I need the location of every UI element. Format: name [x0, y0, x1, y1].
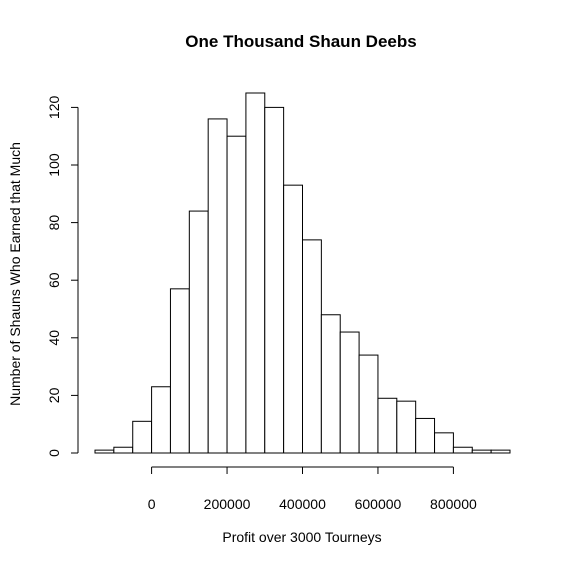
y-tick-label-3: 60: [46, 272, 62, 288]
histogram-bar-8: [245, 92, 266, 454]
histogram-bar-2: [132, 420, 153, 454]
histogram-bar-9: [264, 106, 285, 454]
y-tick-label-2: 40: [46, 330, 62, 346]
y-tick-label-5: 100: [46, 153, 62, 177]
histogram-bar-13: [339, 331, 360, 454]
y-tick-label-4: 80: [46, 215, 62, 231]
histogram-bar-11: [302, 239, 322, 454]
histogram-bar-4: [169, 288, 190, 454]
x-tick-label-1: 200000: [204, 496, 251, 512]
chart-title: One Thousand Shaun Deebs: [185, 32, 416, 51]
histogram-bar-10: [283, 184, 304, 454]
histogram-bar-15: [377, 397, 398, 454]
x-tick-label-2: 400000: [279, 496, 326, 512]
x-axis: 0 200000 400000 600000 800000: [148, 466, 477, 512]
histogram-bar-21: [490, 449, 511, 454]
histogram-bar-6: [207, 118, 228, 454]
histogram-bar-0: [94, 449, 115, 454]
histogram-bar-7: [226, 135, 247, 454]
histogram-bar-16: [396, 400, 417, 454]
histogram-bars: [94, 92, 511, 454]
histogram-bar-3: [151, 386, 171, 454]
histogram-bar-14: [358, 354, 379, 454]
x-axis-label: Profit over 3000 Tourneys: [222, 529, 381, 545]
histogram-bar-5: [188, 210, 209, 454]
histogram-bar-12: [320, 314, 341, 454]
x-tick-label-0: 0: [148, 496, 156, 512]
y-axis: 0 20 40 60 80 100 120: [46, 96, 79, 457]
x-tick-label-4: 800000: [430, 496, 477, 512]
histogram-bar-1: [113, 446, 134, 454]
y-tick-label-0: 0: [46, 449, 62, 457]
y-axis-label: Number of Shauns Who Earned that Much: [7, 142, 23, 406]
y-tick-label-6: 120: [46, 96, 62, 120]
histogram-bar-20: [471, 449, 492, 454]
histogram-bar-17: [415, 417, 436, 454]
histogram-bar-19: [452, 446, 473, 454]
histogram-bar-18: [434, 432, 454, 454]
y-tick-label-1: 20: [46, 387, 62, 403]
x-tick-label-3: 600000: [355, 496, 402, 512]
